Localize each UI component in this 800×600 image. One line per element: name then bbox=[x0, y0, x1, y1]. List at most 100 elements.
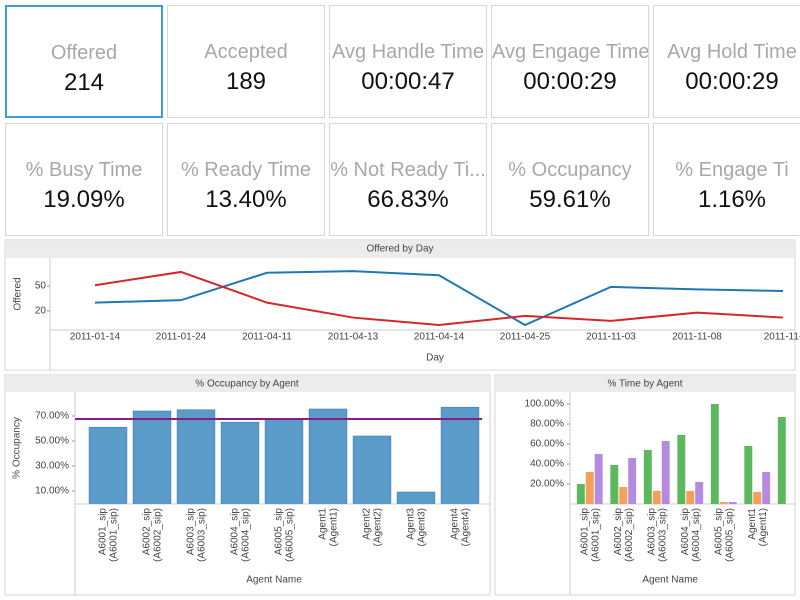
kpi-label: % Not Ready Ti... bbox=[330, 159, 486, 181]
kpi-value: 19.09% bbox=[43, 186, 125, 213]
y-axis-label: % Occupancy bbox=[12, 417, 23, 479]
kpi-tile[interactable]: Accepted 189 bbox=[167, 5, 325, 118]
bar bbox=[576, 484, 585, 504]
kpi-value: 13.40% bbox=[205, 186, 287, 213]
x-tick-label: (Agent1) bbox=[329, 508, 340, 546]
x-tick-label: 2011-11-03 bbox=[586, 332, 636, 343]
chart: % Time by Agent Agent Name 20.00% 40.00% 60.… bbox=[525, 379, 786, 586]
y-tick-label: 10.00% bbox=[35, 486, 69, 497]
kpi-tile[interactable]: % Busy Time 19.09% bbox=[5, 123, 163, 236]
chart: Offered by Day Day Offered 20 50 2011-01-14 20… bbox=[13, 244, 800, 364]
x-axis-label: Day bbox=[426, 353, 444, 364]
chart-title: % Occupancy by Agent bbox=[195, 379, 299, 390]
bar bbox=[686, 491, 695, 504]
x-tick-label: A6001_sip bbox=[579, 508, 590, 556]
bar bbox=[585, 472, 594, 504]
kpi-tile[interactable]: % Occupancy 59.61% bbox=[491, 123, 649, 236]
bar bbox=[176, 409, 216, 504]
x-tick-label: (A6005_sip) bbox=[285, 508, 296, 562]
kpi-tile[interactable]: Avg Hold Time 00:00:29 bbox=[653, 5, 800, 118]
line-series bbox=[94, 270, 784, 327]
bar bbox=[719, 502, 728, 504]
x-tick-label: (A6004_sip) bbox=[691, 508, 702, 562]
x-axis-label: Agent Name bbox=[642, 575, 698, 586]
chart-title: Offered by Day bbox=[366, 244, 433, 255]
y-tick-label: 70.00% bbox=[35, 411, 69, 422]
kpi-value: 189 bbox=[225, 68, 267, 95]
bar bbox=[594, 454, 603, 504]
x-tick-label: 2011-11- bbox=[764, 332, 800, 343]
bar bbox=[352, 435, 392, 504]
line-series bbox=[94, 270, 784, 327]
x-axis-label: Agent Name bbox=[246, 575, 302, 586]
bar bbox=[777, 417, 786, 504]
kpi-tile[interactable]: % Engage Ti 1.16% bbox=[653, 123, 800, 236]
panel bbox=[4, 239, 796, 371]
kpi-label: Avg Hold Time bbox=[667, 41, 797, 63]
bar bbox=[652, 491, 661, 504]
kpi-tile[interactable]: Avg Handle Time 00:00:47 bbox=[329, 5, 487, 118]
x-tick-label: (A6003_sip) bbox=[657, 508, 668, 562]
kpi-label: Avg Engage Time bbox=[492, 41, 649, 63]
x-tick-label: A6004_sip bbox=[680, 508, 691, 556]
x-tick-label: (A6002_sip) bbox=[624, 508, 635, 562]
kpi-label: Offered bbox=[50, 42, 118, 64]
bar bbox=[695, 482, 704, 504]
kpi-label: Accepted bbox=[204, 41, 288, 63]
kpi-value: 00:00:29 bbox=[523, 68, 617, 95]
x-tick-label: A6002_sip bbox=[142, 508, 153, 556]
kpi-label: % Busy Time bbox=[25, 159, 143, 181]
x-tick-label: 2011-01-24 bbox=[156, 332, 207, 343]
x-tick-label: (Agent2) bbox=[373, 508, 384, 546]
bar bbox=[643, 450, 652, 504]
bar bbox=[677, 435, 686, 504]
x-tick-label: 2011-04-13 bbox=[328, 332, 379, 343]
y-tick-label: 60.00% bbox=[530, 439, 564, 450]
kpi-label: Avg Handle Time bbox=[332, 41, 484, 63]
kpi-label: % Occupancy bbox=[508, 159, 632, 181]
x-tick-label: Agent1 bbox=[747, 508, 758, 540]
kpi-value: 59.61% bbox=[529, 186, 611, 213]
bar bbox=[619, 487, 628, 504]
x-tick-label: (Agent3) bbox=[417, 508, 428, 546]
kpi-tile[interactable]: % Not Ready Ti... 66.83% bbox=[329, 123, 487, 236]
kpi-tile[interactable]: % Ready Time 13.40% bbox=[167, 123, 325, 236]
bar bbox=[610, 465, 619, 504]
kpi-tile[interactable]: Avg Engage Time 00:00:29 bbox=[491, 5, 649, 118]
x-tick-label: A6003_sip bbox=[186, 508, 197, 556]
y-tick-label: 50.00% bbox=[35, 436, 69, 447]
y-tick-label: 100.00% bbox=[525, 399, 565, 410]
bar bbox=[710, 404, 719, 504]
bar bbox=[762, 472, 771, 504]
bar bbox=[744, 446, 753, 504]
kpi-tile[interactable]: Offered 214 bbox=[5, 5, 163, 118]
x-tick-label: (Agent1) bbox=[758, 508, 769, 546]
chart-title: % Time by Agent bbox=[607, 379, 682, 390]
chart: % Occupancy by Agent Agent Name % Occupanc… bbox=[12, 379, 482, 586]
x-tick-label: Agent3 bbox=[406, 508, 417, 540]
x-tick-label: 2011-04-14 bbox=[414, 332, 465, 343]
x-tick-label: 2011-11-08 bbox=[672, 332, 722, 343]
bar bbox=[220, 421, 260, 504]
x-tick-label: Agent4 bbox=[450, 508, 461, 540]
kpi-value: 214 bbox=[63, 69, 105, 96]
x-tick-label: 2011-04-11 bbox=[242, 332, 292, 343]
bar bbox=[264, 418, 304, 504]
x-tick-label: 2011-04-25 bbox=[500, 332, 551, 343]
bar bbox=[628, 458, 637, 504]
y-tick-label: 20.00% bbox=[530, 479, 564, 490]
x-tick-label: A6001_sip bbox=[98, 508, 109, 556]
x-tick-label: (A6001_sip) bbox=[590, 508, 601, 562]
x-tick-label: Agent2 bbox=[362, 508, 373, 540]
x-tick-label: (A6005_sip) bbox=[724, 508, 735, 562]
panel-header bbox=[6, 376, 489, 392]
kpi-label: % Ready Time bbox=[180, 159, 312, 181]
panel-header bbox=[6, 241, 794, 258]
x-tick-label: (A6003_sip) bbox=[197, 508, 208, 562]
kpi-value: 00:00:29 bbox=[685, 68, 779, 95]
x-tick-label: A6005_sip bbox=[713, 508, 724, 556]
y-tick-label: 20 bbox=[35, 306, 47, 317]
bar bbox=[132, 410, 172, 504]
y-axis-label: Offered bbox=[13, 277, 24, 310]
